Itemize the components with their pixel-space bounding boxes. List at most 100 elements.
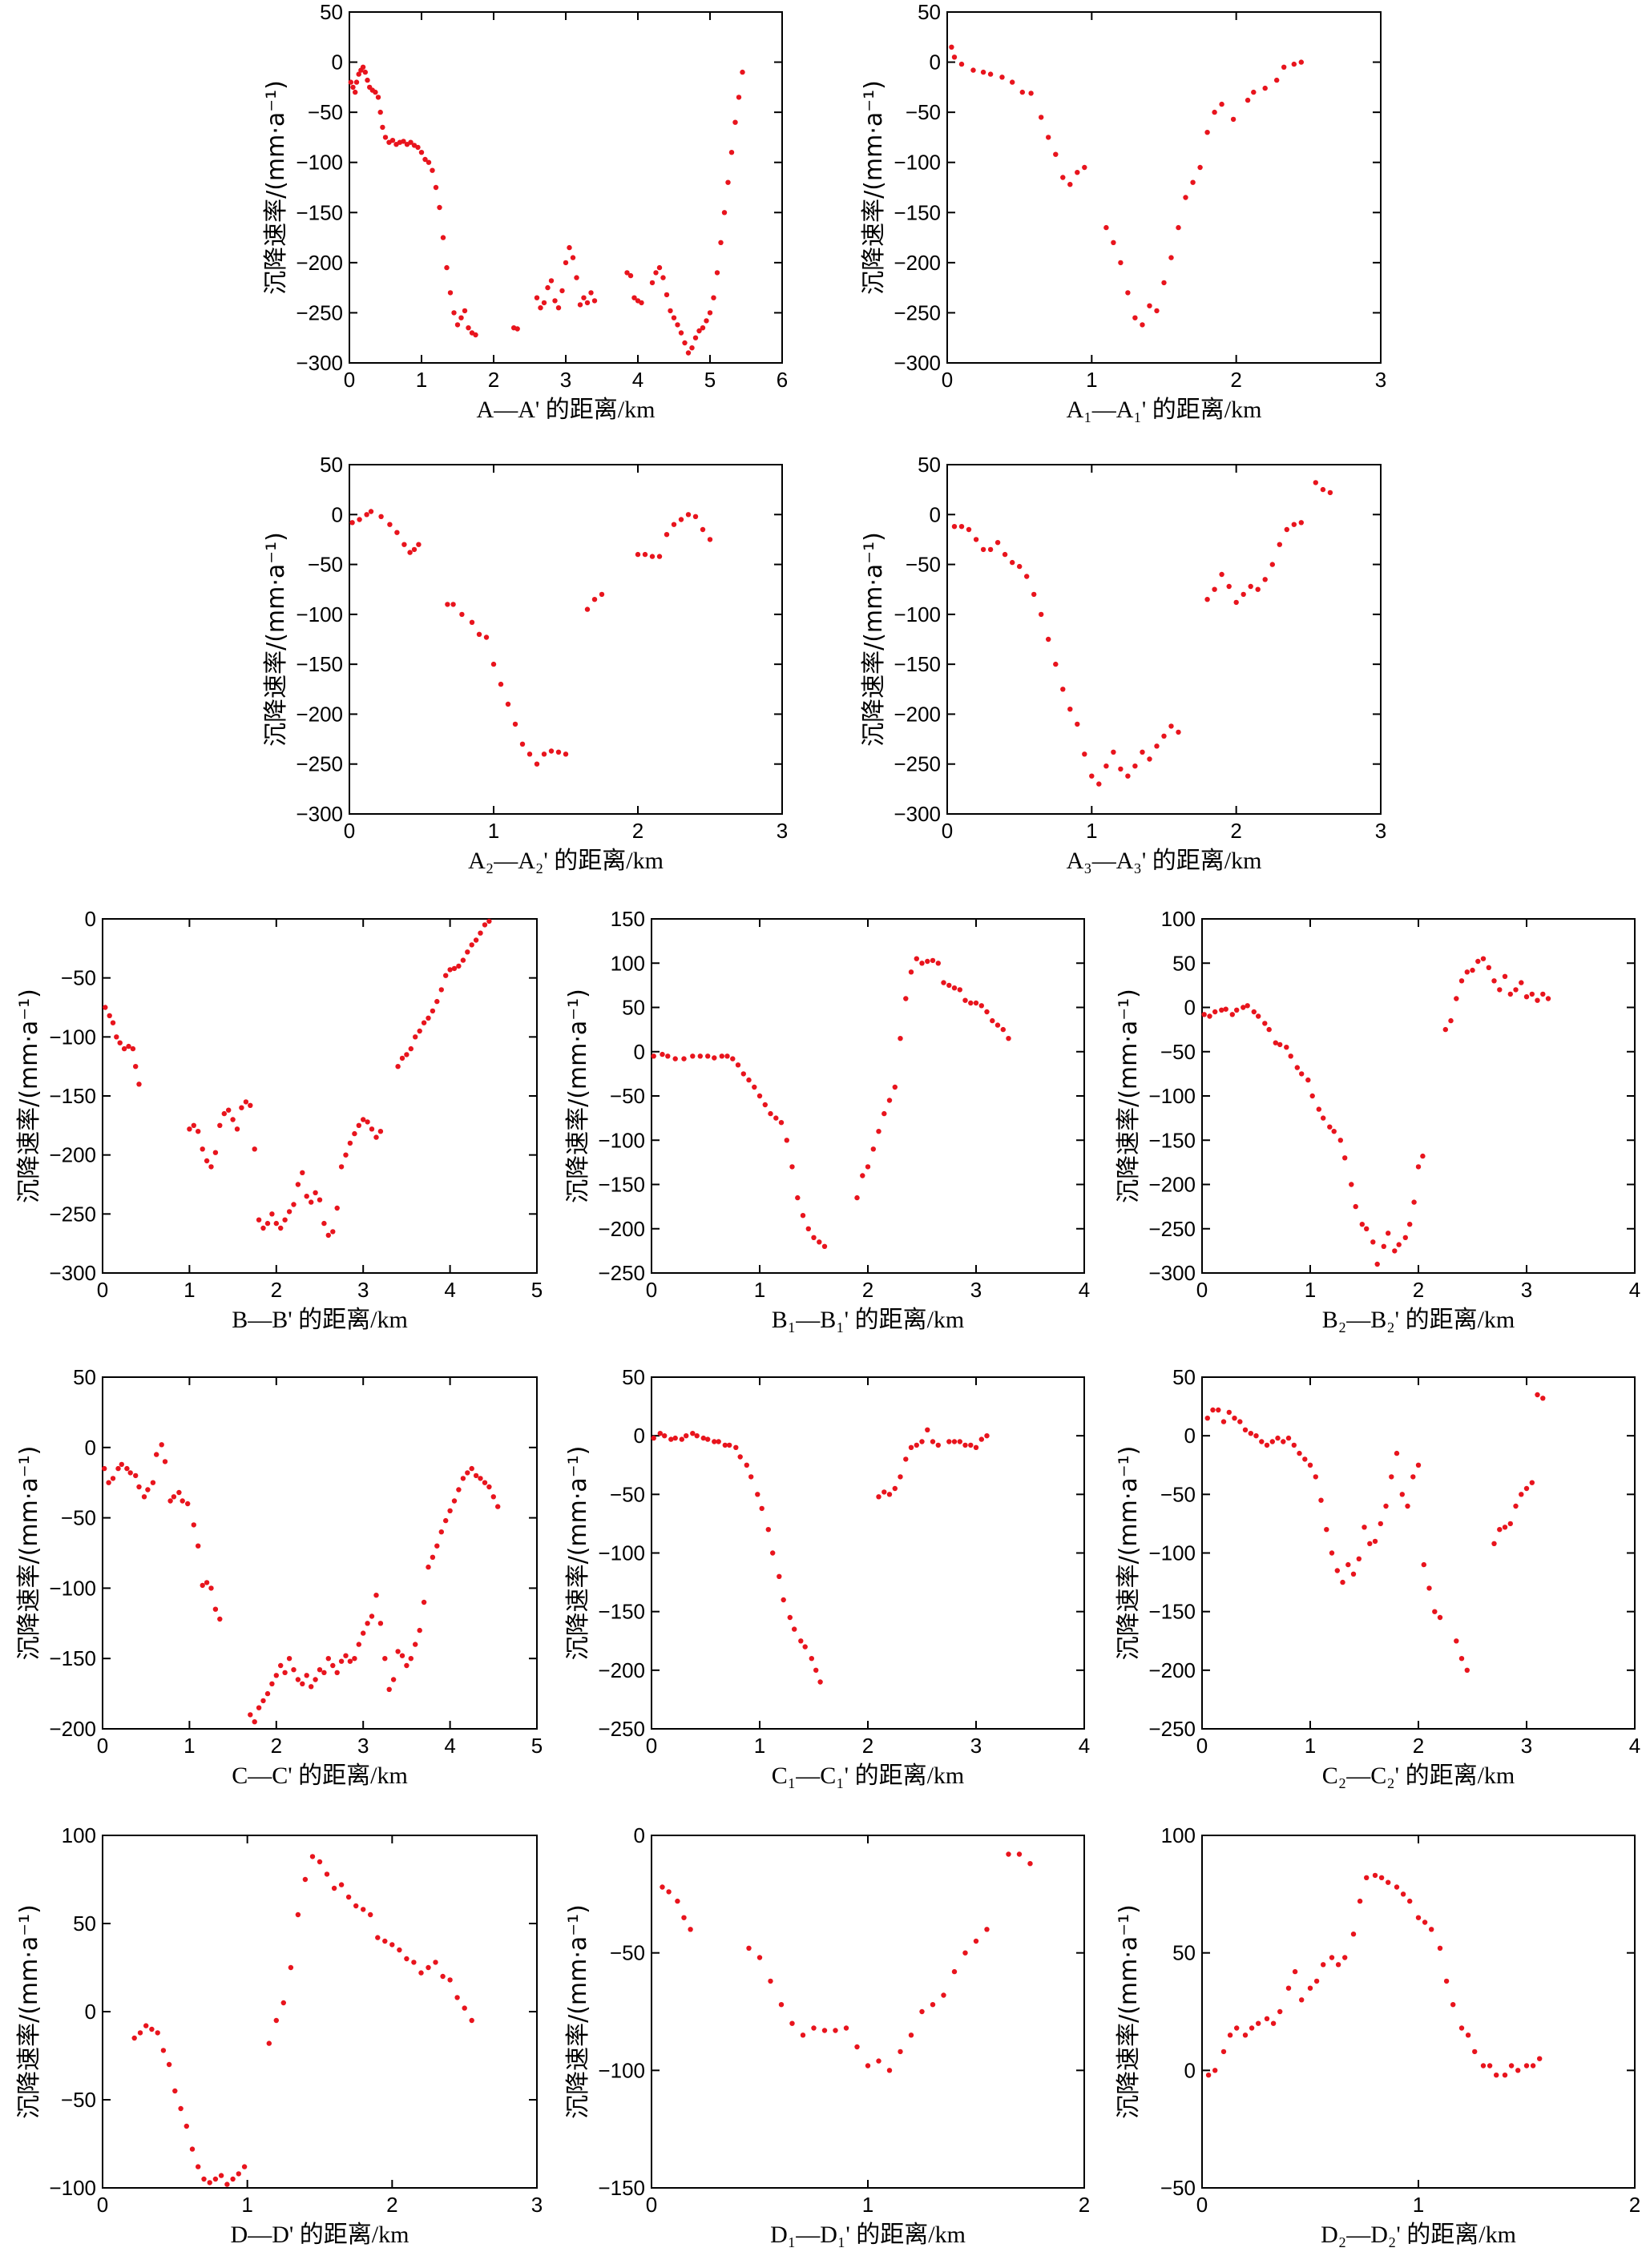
data-point [1442,1026,1449,1033]
data-point [978,1003,985,1009]
data-point [1502,2073,1508,2078]
y-tick-label: −200 [296,702,343,726]
x-tick-label: 1 [754,1734,765,1758]
x-tick-label: 1 [1305,1734,1316,1758]
data-point [399,1653,405,1658]
data-point [1458,2025,1465,2031]
data-point [200,1146,205,1152]
y-tick-label: −100 [894,151,941,175]
x-tick-label: 2 [1079,2193,1090,2217]
data-point [1309,1093,1315,1099]
data-point [787,1614,793,1621]
data-point [800,2032,806,2038]
x-tick-label: 1 [1086,819,1097,843]
data-point [234,1126,240,1132]
data-point [538,305,543,311]
data-point [898,2048,903,2055]
y-tick-label: 50 [320,0,343,24]
data-point [408,1045,414,1052]
x-tick-label: 4 [444,1734,455,1758]
data-point [1364,1226,1370,1232]
data-point [1420,1153,1426,1159]
y-tick-label: 150 [611,907,645,931]
data-point [821,1243,828,1250]
data-point [1316,1106,1322,1112]
data-point [1256,1013,1261,1019]
data-point [421,1020,427,1025]
data-point [280,2000,286,2006]
data-point [1220,2048,1227,2055]
data-point [476,631,482,637]
data-point [1212,109,1217,115]
data-point [321,1670,327,1675]
data-point [343,1653,349,1658]
data-point [295,1677,301,1682]
data-point [313,1677,318,1682]
data-point [689,345,695,351]
data-point [1297,1450,1302,1456]
data-point [770,1550,776,1556]
data-point [656,264,663,271]
data-point [1327,1124,1333,1130]
x-axis-label: C₂—C₂' 的距离/km [1322,1762,1515,1789]
data-point [1269,1439,1276,1444]
data-point [817,1239,822,1245]
chart-panel-8: 0 1 2 3 4 5 50 0 −50 −100 −150 −200 C—C' 的距离/km 沉降速率/… [15,1365,543,1789]
data-point [166,2061,172,2068]
data-point [811,2025,817,2031]
plot-frame [349,464,783,815]
data-point [1168,255,1174,260]
data-point [740,1071,746,1077]
y-tick-label: −100 [49,2176,96,2200]
data-point [264,1690,271,1697]
data-point [1475,958,1481,965]
data-point [1320,486,1326,493]
data-point [1010,79,1015,85]
data-point [675,1898,680,1904]
data-point [1415,1915,1422,1920]
y-tick-label: 100 [1161,1823,1196,1847]
data-point [951,524,958,530]
data-point [1383,1503,1389,1509]
data-point [881,1489,887,1495]
data-point [958,524,965,530]
data-point [1067,182,1073,187]
data-point [1226,1409,1232,1416]
data-point [984,1009,990,1015]
data-point [437,204,442,211]
data-point [373,1134,379,1140]
data-point [854,1194,860,1201]
data-point [413,1034,418,1040]
y-tick-label: 0 [634,1040,645,1064]
data-point [980,546,986,553]
data-point [1529,1480,1535,1485]
data-point [208,1585,214,1591]
data-point [987,71,994,77]
data-point [469,2017,474,2024]
data-point [207,2180,212,2185]
x-axis-label: C₁—C₁' 的距离/km [772,1762,965,1789]
data-point [447,1508,453,1514]
data-point [1212,2068,1218,2073]
data-point [382,1656,388,1662]
data-point [811,1235,817,1241]
data-point [748,1474,754,1480]
data-point [478,1476,483,1481]
data-point [1229,1012,1236,1017]
x-tick-label: 0 [646,2193,657,2217]
data-point [440,235,446,240]
y-tick-label: −150 [49,1084,96,1108]
y-tick-label: −100 [1148,1084,1196,1108]
data-point [1284,1045,1289,1050]
x-tick-label: 2 [271,1278,282,1302]
y-axis-label: 沉降速率/(mm·a⁻¹) [15,1904,43,2119]
x-tick-label: 4 [444,1278,455,1302]
data-point [1513,1503,1519,1509]
data-point [1405,1503,1410,1509]
data-point [973,537,979,542]
data-point [1381,1243,1387,1250]
data-point [454,322,461,328]
data-point [1321,1962,1326,1968]
y-tick-label: 50 [622,996,645,1020]
